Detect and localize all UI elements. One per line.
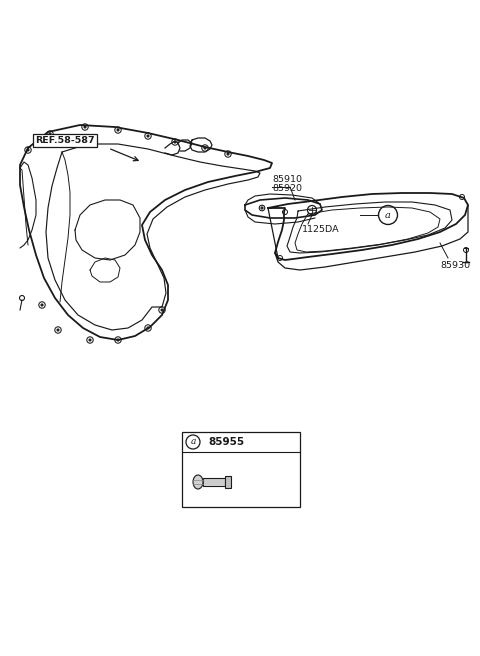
Circle shape	[261, 207, 263, 209]
Bar	[203, 478, 225, 486]
Bar	[182, 432, 300, 507]
Bar	[225, 476, 231, 488]
Circle shape	[57, 329, 59, 331]
Text: 1125DA: 1125DA	[302, 225, 340, 234]
Circle shape	[147, 135, 149, 137]
Circle shape	[41, 304, 43, 306]
Circle shape	[49, 133, 51, 135]
Circle shape	[174, 141, 176, 143]
Text: a: a	[190, 438, 196, 447]
Circle shape	[147, 327, 149, 329]
Circle shape	[227, 153, 229, 155]
Circle shape	[117, 129, 119, 131]
Circle shape	[84, 126, 86, 128]
Circle shape	[27, 149, 29, 151]
Ellipse shape	[193, 475, 203, 489]
Text: a: a	[385, 211, 391, 220]
Circle shape	[89, 339, 91, 341]
Circle shape	[161, 309, 163, 311]
Text: 85930: 85930	[440, 261, 470, 270]
Text: 85910: 85910	[272, 175, 302, 184]
Text: REF.58-587: REF.58-587	[35, 136, 95, 145]
Text: 85920: 85920	[272, 184, 302, 193]
Text: 85955: 85955	[208, 437, 244, 447]
Circle shape	[117, 339, 119, 341]
Circle shape	[204, 147, 206, 149]
